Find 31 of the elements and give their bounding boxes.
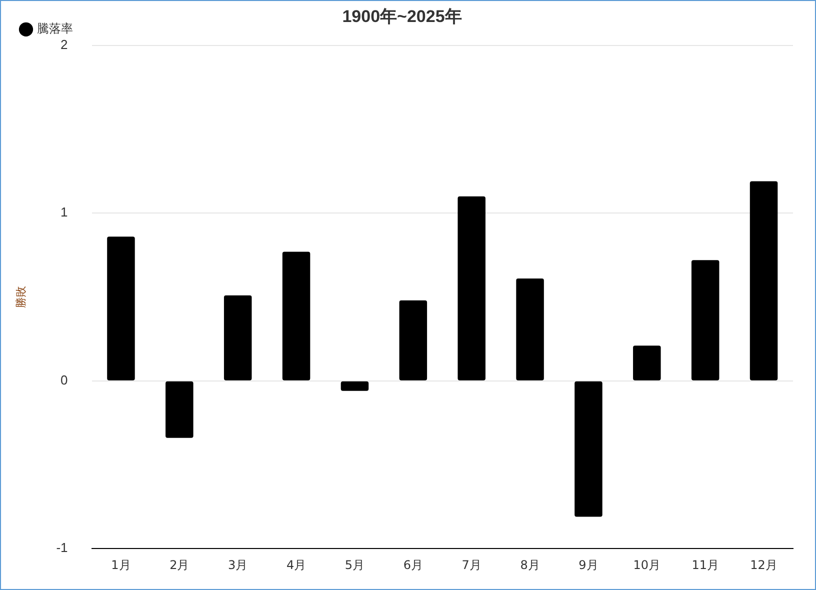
bar xyxy=(107,236,135,380)
bar xyxy=(399,300,428,380)
y-tick-label: 1 xyxy=(60,204,68,220)
bar xyxy=(750,181,778,380)
x-tick-label: 9月 xyxy=(578,558,598,572)
bar xyxy=(574,381,602,517)
chart-title: 1900年~2025年 xyxy=(342,6,462,26)
x-tick-label: 2月 xyxy=(170,558,190,572)
x-tick-label: 3月 xyxy=(228,558,248,572)
x-tick-label: 7月 xyxy=(462,558,482,572)
bar xyxy=(282,252,310,380)
x-tick-label: 6月 xyxy=(403,558,423,572)
bar xyxy=(691,260,720,380)
bar xyxy=(340,381,369,391)
bar xyxy=(166,381,194,438)
y-tick-label: -1 xyxy=(56,540,68,556)
x-tick-label: 5月 xyxy=(344,558,365,572)
bar xyxy=(516,278,544,380)
bar xyxy=(458,196,486,380)
x-tick-label: 4月 xyxy=(286,558,306,572)
x-tick-label: 1月 xyxy=(111,558,131,572)
x-tick-label: 10月 xyxy=(633,558,661,572)
bar xyxy=(633,346,661,380)
bar xyxy=(224,295,252,380)
legend-label: 騰落率 xyxy=(37,22,73,36)
x-tick-label: 11月 xyxy=(692,558,719,572)
x-tick-label: 12月 xyxy=(750,558,778,572)
x-tick-label: 8月 xyxy=(520,558,540,572)
y-axis-title: 勝敗 xyxy=(14,286,28,308)
y-tick-label: 0 xyxy=(60,372,68,388)
y-tick-label: 2 xyxy=(60,36,68,52)
